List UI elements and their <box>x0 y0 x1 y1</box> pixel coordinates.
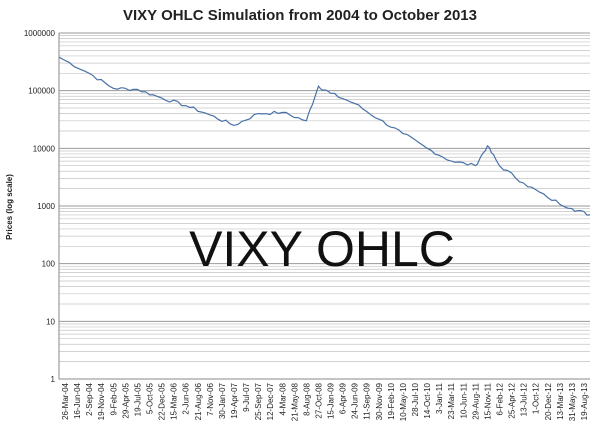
x-tick-label: 26-Mar-04 <box>61 382 70 419</box>
y-tick-label: 10000 <box>33 144 56 153</box>
y-axis-ticks: 1 10 100 1000 10000 100000 1000000 <box>24 29 56 384</box>
x-tick-label: 28-Jul-10 <box>411 382 420 416</box>
x-tick-label: 11-Sep-09 <box>363 382 372 419</box>
x-tick-label: 30-Jan-07 <box>218 382 227 419</box>
y-tick-label: 1000 <box>37 202 55 211</box>
x-tick-label: 13-Mar-13 <box>556 382 565 419</box>
y-tick-label: 1 <box>51 375 56 384</box>
x-tick-label: 3-Jan-11 <box>435 382 444 414</box>
x-tick-label: 12-Dec-07 <box>266 382 275 420</box>
x-tick-label: 20-Dec-12 <box>544 382 553 420</box>
chart-title: VIXY OHLC Simulation from 2004 to Octobe… <box>123 7 477 24</box>
x-tick-label: 5-Oct-05 <box>146 382 155 414</box>
x-tick-label: 13-Jul-12 <box>520 382 529 416</box>
y-tick-label: 100000 <box>28 87 55 96</box>
y-tick-label: 10 <box>46 317 55 326</box>
x-tick-label: 21-Aug-06 <box>194 382 203 420</box>
x-tick-label: 25-Sep-07 <box>254 382 263 420</box>
x-tick-label: 19-Apr-07 <box>230 382 239 418</box>
x-tick-label: 4-Mar-08 <box>278 382 287 415</box>
x-tick-label: 6-Apr-09 <box>339 382 348 414</box>
x-tick-label: 8-Aug-08 <box>302 382 311 415</box>
x-tick-label: 19-Jul-05 <box>133 382 142 416</box>
x-tick-label: 1-Oct-12 <box>532 382 541 414</box>
x-tick-label: 9-Feb-05 <box>109 382 118 415</box>
series-line <box>58 56 591 216</box>
x-tick-label: 29-Aug-11 <box>471 382 480 419</box>
y-axis-label: Prices (log scale) <box>5 174 14 240</box>
x-tick-label: 2-Sep-04 <box>85 382 94 415</box>
x-tick-label: 24-Jun-09 <box>351 382 360 419</box>
x-tick-label: 9-Jul-07 <box>242 382 251 411</box>
x-tick-label: 7-Nov-06 <box>206 382 215 415</box>
x-tick-label: 21-May-08 <box>290 382 299 421</box>
y-tick-label: 100 <box>42 260 56 269</box>
y-tick-label: 1000000 <box>24 29 56 38</box>
x-tick-label: 15-Mar-06 <box>170 382 179 419</box>
overlay-text: VIXY OHLC <box>189 221 455 277</box>
x-tick-label: 30-Nov-09 <box>375 382 384 420</box>
gridlines <box>59 32 590 380</box>
x-tick-label: 15-Jan-09 <box>327 382 336 419</box>
x-tick-label: 19-Feb-10 <box>387 382 396 419</box>
x-tick-label: 14-Oct-10 <box>423 382 432 418</box>
x-tick-label: 29-Apr-05 <box>121 382 130 418</box>
x-tick-label: 31-May-13 <box>568 382 577 421</box>
x-tick-label: 10-May-10 <box>399 382 408 421</box>
x-tick-label: 10-Jun-11 <box>459 382 468 418</box>
x-tick-label: 6-Feb-12 <box>495 382 504 415</box>
x-tick-label: 23-Mar-11 <box>447 382 456 419</box>
x-tick-label: 16-Jun-04 <box>73 382 82 419</box>
x-tick-label: 19-Nov-04 <box>97 382 106 420</box>
x-tick-label: 25-Apr-12 <box>508 382 517 418</box>
x-axis-ticks: 26-Mar-04 16-Jun-04 2-Sep-04 19-Nov-04 9-Feb… <box>61 382 589 421</box>
x-tick-label: 2-Jun-06 <box>182 382 191 414</box>
x-tick-label: 19-Aug-13 <box>580 382 589 420</box>
x-tick-label: 15-Nov-11 <box>483 382 492 419</box>
x-tick-label: 22-Dec-05 <box>158 382 167 420</box>
x-tick-label: 27-Oct-08 <box>314 382 323 418</box>
